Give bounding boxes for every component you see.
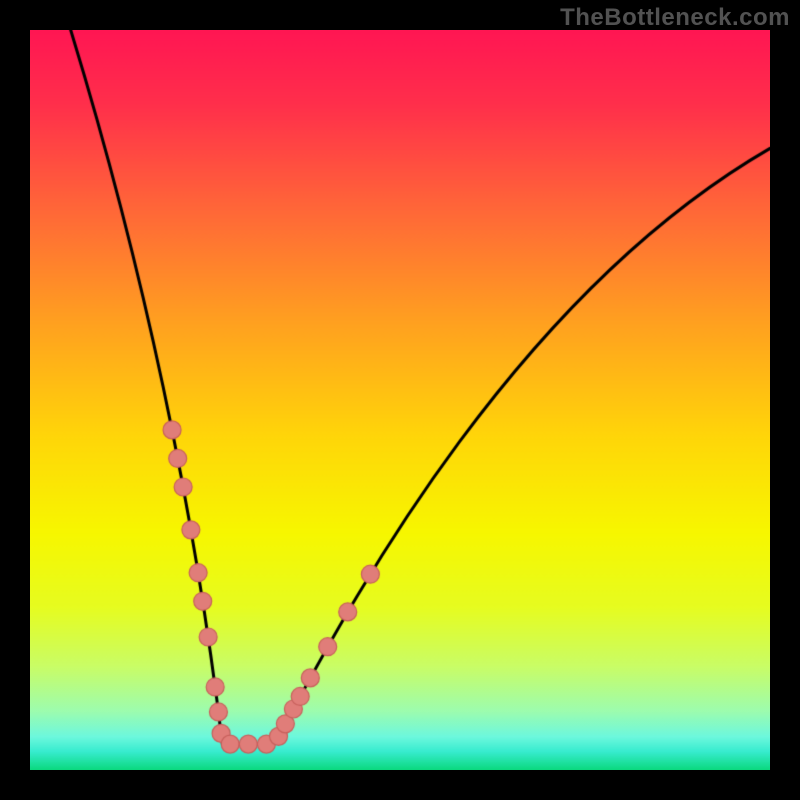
watermark-text: TheBottleneck.com	[560, 4, 790, 32]
bottleneck-curve-chart	[30, 30, 770, 770]
chart-stage: TheBottleneck.com	[0, 0, 800, 800]
